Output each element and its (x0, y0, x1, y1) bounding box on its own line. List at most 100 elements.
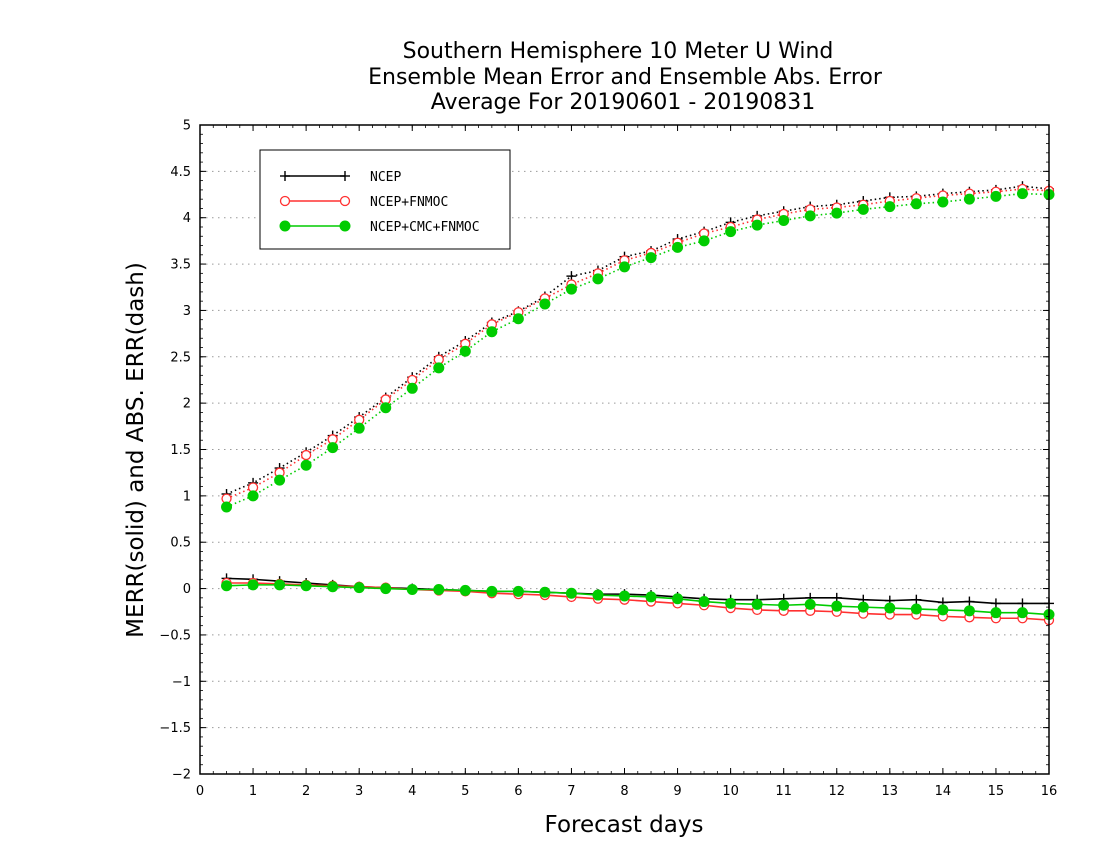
y-tick-label: 0 (183, 582, 191, 597)
merr-point (937, 604, 949, 616)
abs-err-point (380, 402, 392, 414)
abs-err-point (963, 193, 975, 205)
merr-point (459, 584, 471, 596)
x-tick-label: 11 (775, 784, 792, 799)
legend-marker (280, 171, 290, 181)
merr-point (512, 585, 524, 597)
abs-err-point (857, 203, 869, 215)
abs-err-point (937, 196, 949, 208)
abs-err-point (778, 214, 790, 226)
merr-point (645, 591, 657, 603)
abs-err-point (592, 273, 604, 285)
y-tick-label: −1.5 (159, 721, 191, 736)
merr-point (963, 605, 975, 617)
abs-err-point (274, 474, 286, 486)
title-line-3: Average For 20190601 - 20190831 (431, 90, 816, 115)
legend-marker (279, 195, 291, 207)
merr-point (406, 583, 418, 595)
x-tick-label: 1 (249, 784, 257, 799)
y-tick-label: 0.5 (170, 536, 191, 551)
merr-line (226, 584, 1050, 616)
y-tick-label: 5 (183, 119, 191, 134)
y-tick-label: −0.5 (159, 628, 191, 643)
legend: NCEP NCEP+FNMOC NCEP+CMC+FNMOC (259, 149, 511, 250)
y-tick-label: 3.5 (170, 258, 191, 273)
series-ncep-fnmoc (221, 183, 1055, 626)
abs-err-point (459, 345, 471, 357)
abs-err-point (327, 442, 339, 454)
merr-point (990, 598, 1001, 609)
abs-err-point (539, 298, 551, 310)
title-line-1: Southern Hemisphere 10 Meter U Wind (403, 39, 834, 64)
x-tick-label: 13 (882, 784, 899, 799)
abs-err-point (247, 490, 259, 502)
legend-label: NCEP (370, 170, 401, 185)
chart-title: Southern Hemisphere 10 Meter U Wind Ense… (368, 39, 883, 115)
y-tick-label: 3 (183, 304, 191, 319)
abs-err-point (221, 501, 233, 513)
merr-line (226, 582, 1050, 621)
merr-point (911, 594, 922, 605)
x-tick-label: 14 (935, 784, 952, 799)
legend-entry: NCEP (280, 170, 401, 185)
y-tick-label: −2 (172, 768, 191, 783)
legend-marker (339, 195, 351, 207)
abs-err-point (300, 449, 312, 461)
x-tick-label: 0 (196, 784, 204, 799)
abs-err-point (1016, 188, 1028, 200)
legend-entry: NCEP+FNMOC (279, 195, 448, 210)
x-tick-label: 16 (1041, 784, 1058, 799)
y-tick-label: 4.5 (170, 165, 191, 180)
abs-err-point (565, 283, 577, 295)
merr-point (433, 583, 445, 595)
merr-point (884, 602, 896, 614)
merr-point (592, 589, 604, 601)
abs-err-point (353, 422, 365, 434)
abs-err-point (672, 241, 684, 253)
legend-entry: NCEP+CMC+FNMOC (279, 220, 480, 235)
x-tick-label: 4 (408, 784, 416, 799)
abs-err-point (884, 201, 896, 213)
x-tick-label: 5 (461, 784, 469, 799)
merr-point (300, 580, 312, 592)
abs-err-point (300, 459, 312, 471)
legend-label: NCEP+CMC+FNMOC (370, 220, 480, 235)
merr-point (964, 596, 975, 607)
merr-point (857, 601, 869, 613)
merr-point (327, 581, 339, 593)
abs-err-point (645, 252, 657, 264)
y-axis-label: MERR(solid) and ABS. ERR(dash) (123, 262, 149, 638)
merr-point (353, 582, 365, 594)
abs-err-point (619, 261, 630, 273)
merr-point (486, 585, 498, 597)
merr-point (990, 607, 1002, 619)
abs-err-point (486, 326, 498, 338)
x-tick-label: 8 (620, 784, 628, 799)
x-tick-label: 2 (302, 784, 310, 799)
abs-err-point (433, 362, 445, 374)
merr-point (565, 587, 577, 599)
merr-point (1016, 607, 1028, 619)
x-tick-label: 3 (355, 784, 363, 799)
merr-point (1017, 598, 1028, 609)
abs-err-point (831, 207, 843, 219)
series-layer (221, 181, 1055, 626)
x-axis: 0 1 2 3 4 5 6 7 8 9 10 11 12 13 14 15 16 (196, 125, 1057, 799)
abs-err-point (990, 190, 1002, 202)
y-tick-label: −1 (172, 675, 191, 690)
y-tick-label: 1 (183, 489, 191, 504)
merr-point (619, 590, 630, 602)
abs-err-point (725, 226, 737, 238)
merr-point (751, 598, 763, 610)
y-axis: −2 −1.5 −1 −0.5 0 0.5 1 1.5 2 2.5 3 3.5 4 4.5 5 (159, 119, 1049, 783)
title-line-2: Ensemble Mean Error and Ensemble Abs. Er… (368, 65, 883, 90)
merr-line (226, 577, 1049, 605)
abs-err-point (910, 198, 922, 210)
x-tick-label: 12 (828, 784, 845, 799)
merr-point (910, 603, 922, 615)
abs-err-point (804, 210, 816, 222)
merr-point (539, 586, 551, 598)
x-tick-label: 15 (988, 784, 1005, 799)
abs-err-point (698, 235, 710, 247)
legend-marker (340, 171, 350, 181)
